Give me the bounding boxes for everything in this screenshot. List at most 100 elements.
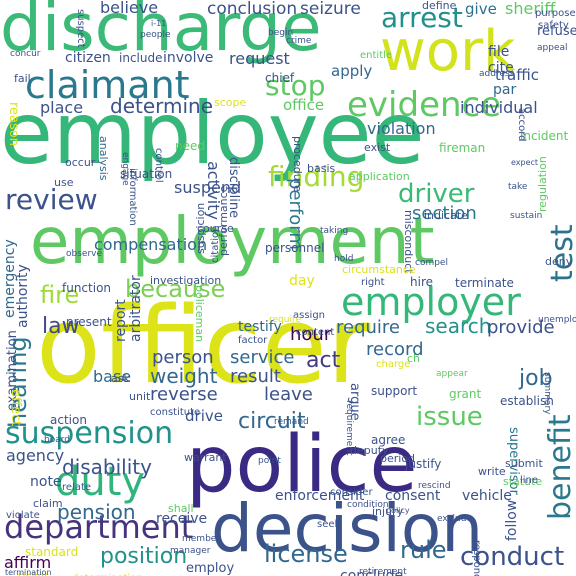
word-apply: apply	[331, 62, 372, 80]
word-police: police	[186, 420, 417, 510]
word-purpose: purpose	[535, 8, 576, 19]
word-fire: fire	[40, 281, 79, 309]
word-department: department	[4, 508, 193, 546]
word-occur: occur	[65, 156, 96, 169]
word-manager: manager	[170, 546, 211, 556]
word-employment: employment	[30, 205, 435, 279]
word-begin: begin	[268, 28, 293, 38]
word-charge: charge	[376, 359, 410, 370]
word-constitute: constitute	[150, 407, 200, 418]
word-perform: perform	[285, 178, 306, 250]
word-seizure: seizure	[300, 0, 361, 19]
word-policy: policy	[386, 506, 410, 515]
word-reason: reason	[6, 102, 21, 146]
word-compel: compel	[415, 258, 448, 268]
word-citation: citation	[210, 226, 221, 263]
word-evidence: evidence	[347, 85, 501, 125]
word-hearing: hearing	[4, 336, 32, 428]
word-remand: remand	[274, 417, 309, 427]
word-weight: weight	[150, 364, 218, 388]
word-reverse: reverse	[150, 384, 218, 405]
word-consider: consider	[330, 487, 373, 498]
word-injury: injury	[372, 505, 404, 518]
word-entitle: entitle	[360, 50, 392, 61]
word-testify: testify	[238, 319, 282, 335]
word-condition: condition	[347, 500, 389, 510]
word-respond: respond	[471, 540, 482, 576]
word-action: action	[50, 413, 87, 427]
word-factor: factor	[238, 335, 268, 346]
word-include: include	[119, 51, 162, 65]
word-appear: appear	[436, 369, 468, 379]
word-officer: officer	[36, 284, 371, 407]
word-employ: employ	[186, 561, 234, 576]
word-ticket: ticket	[18, 570, 49, 576]
word-hire: hire	[410, 275, 433, 289]
word-taking: taking	[320, 226, 348, 236]
word-safety: safety	[538, 20, 569, 31]
word-right: right	[361, 277, 385, 288]
word-justify: justify	[404, 457, 441, 471]
word-policeman: policeman	[193, 285, 206, 342]
word-concur: concur	[10, 49, 41, 59]
word-search: search	[425, 314, 491, 338]
word-crime: crime	[286, 36, 312, 46]
word-conduct: conduct	[460, 542, 564, 572]
word-arbitrator: arbitrator	[128, 275, 144, 342]
word-determine: determine	[110, 94, 213, 118]
word-job: job	[518, 366, 553, 391]
word-require: require	[269, 315, 301, 325]
word-analysis: analysis	[97, 136, 110, 181]
word-warrant: warrant	[184, 451, 227, 464]
word-unit: unit	[129, 390, 151, 403]
word-basis: basis	[307, 162, 336, 175]
word-application: application	[349, 170, 410, 183]
word-effect: effect	[8, 389, 23, 426]
word-issue: issue	[416, 402, 483, 432]
word-situation: situation	[120, 167, 172, 181]
word-enforcement: enforcement	[275, 488, 365, 504]
word-receive: receive	[156, 511, 207, 527]
word-work: work	[380, 19, 516, 84]
word-circuit: circuit	[238, 409, 306, 434]
word-examination: examination	[5, 330, 20, 411]
word-disability: disability	[62, 455, 152, 479]
word-scope: scope	[214, 96, 246, 109]
word-sheriff: sheriff	[505, 0, 556, 18]
word-day: day	[289, 273, 315, 289]
word-file: file	[488, 44, 509, 60]
word-investigation: investigation	[150, 274, 221, 287]
word-statute: statute	[503, 475, 542, 488]
word-test: test	[545, 224, 576, 282]
word-sustain: sustain	[510, 211, 542, 221]
word-support: support	[371, 384, 417, 398]
word-position: position	[100, 544, 187, 569]
word-deny: deny	[545, 255, 573, 268]
word-emergency: emergency	[2, 239, 18, 318]
word-arrest: arrest	[381, 1, 463, 34]
word-point: point	[258, 456, 281, 466]
word-conclude: conclude	[340, 568, 403, 576]
word-discipline: discipline	[226, 157, 241, 218]
word-follow: follow	[504, 500, 520, 541]
word-relate: relate	[62, 482, 91, 493]
word-discharge: discharge	[0, 0, 322, 66]
word-office: office	[283, 96, 324, 114]
word-submit: submit	[505, 457, 543, 470]
word-people: people	[140, 30, 171, 40]
word-seek: seek	[317, 519, 341, 530]
word-personnel: personnel	[265, 241, 324, 255]
word-member: member	[182, 534, 220, 544]
word-authority: authority	[15, 264, 31, 328]
word-report: report	[113, 299, 129, 342]
word-agency: agency	[6, 446, 64, 465]
word-retirement: retirement	[359, 567, 407, 576]
word-determination: determination	[72, 573, 143, 576]
word-individual: individual	[460, 98, 538, 117]
word-employer: employer	[341, 280, 521, 324]
word-suspect: suspect	[75, 9, 86, 48]
word-traffic: traffic	[495, 66, 539, 84]
word-record: record	[366, 339, 424, 360]
word-agree: agree	[371, 433, 405, 447]
